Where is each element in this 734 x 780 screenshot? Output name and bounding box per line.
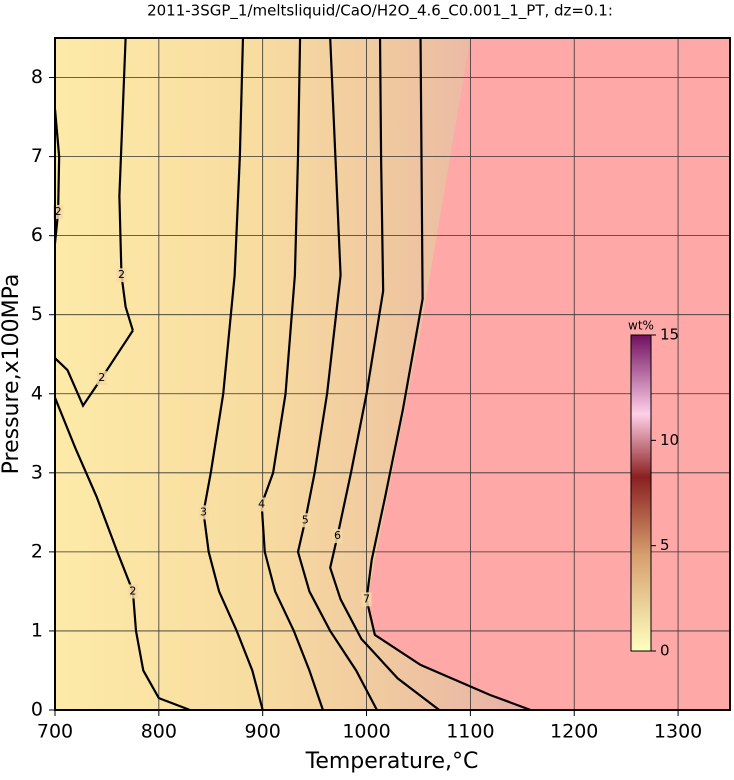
- contour-label-bg: [53, 204, 64, 219]
- contour-label: 2: [129, 584, 136, 597]
- x-tick-label: 1100: [446, 721, 494, 743]
- x-tick-label: 800: [141, 721, 177, 743]
- contour-label: 2: [118, 268, 125, 281]
- x-tick-label: 1000: [342, 721, 390, 743]
- contour-label: 5: [302, 513, 309, 526]
- colorbar-tick-label: 0: [660, 642, 670, 660]
- y-tick-label: 8: [31, 66, 43, 88]
- y-tick-label: 2: [31, 540, 43, 562]
- contour-label-bg: [198, 505, 209, 520]
- y-tick-label: 6: [31, 224, 43, 246]
- colorbar-label: wt%: [628, 319, 654, 333]
- contour-label: 6: [334, 529, 341, 542]
- colorbar-tick-label: 5: [660, 536, 670, 554]
- y-tick-label: 4: [31, 382, 43, 404]
- contour-label: 2: [55, 205, 62, 218]
- contour-label-bg: [116, 268, 127, 283]
- contour-label-bg: [256, 497, 267, 512]
- contour-label-bg: [127, 584, 138, 599]
- contour-label-bg: [361, 592, 372, 607]
- contour-line: [53, 37, 191, 712]
- contour-line: [365, 37, 531, 712]
- x-tick-label: 900: [245, 721, 281, 743]
- colorbar-tick-label: 10: [660, 431, 679, 449]
- x-axis-label: Temperature,°C: [305, 749, 479, 774]
- y-axis-label: Pressure,x100MPa: [0, 274, 24, 475]
- contour-label: 4: [258, 497, 265, 510]
- x-tick-label: 1300: [654, 721, 702, 743]
- y-tick-label: 3: [31, 461, 43, 483]
- contour-label-bg: [96, 370, 107, 385]
- y-tick-label: 7: [31, 145, 43, 167]
- colorbar: [630, 334, 652, 652]
- y-tick-label: 1: [31, 619, 43, 641]
- chart-title: 2011-3SGP_1/meltsliquid/CaO/H2O_4.6_C0.0…: [147, 2, 613, 21]
- contour-label: 3: [200, 505, 207, 518]
- y-tick-label: 5: [31, 303, 43, 325]
- contour-label-bg: [332, 529, 343, 544]
- contour-label: 7: [363, 592, 370, 605]
- plot-frame: [54, 37, 731, 711]
- y-tick-label: 0: [31, 699, 43, 721]
- contour-label-bg: [300, 513, 311, 528]
- colorbar-tick-label: 15: [660, 326, 679, 344]
- contour-label: 2: [98, 371, 105, 384]
- x-tick-label: 700: [37, 721, 73, 743]
- x-tick-label: 1200: [550, 721, 598, 743]
